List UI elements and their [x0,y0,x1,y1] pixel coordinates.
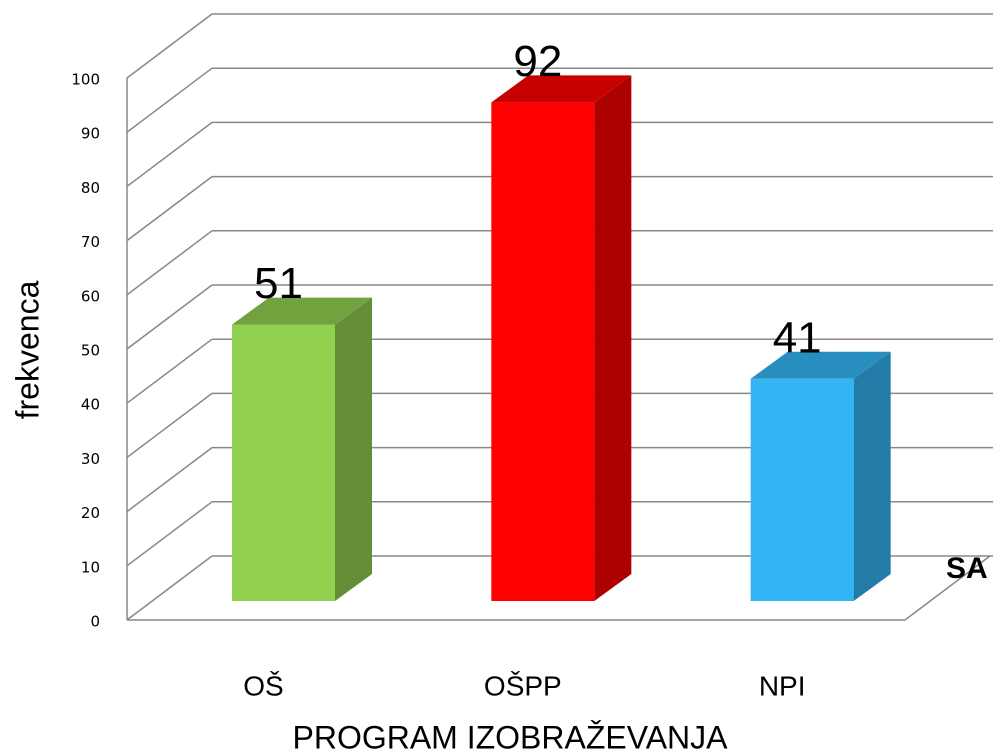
grid-line-side [126,121,213,187]
y-tick-label: 10 [81,558,100,576]
y-tick-label: 30 [81,450,100,468]
bar-side [594,75,632,602]
y-tick-label: 70 [81,233,100,251]
grid-line-side [126,447,213,513]
floor [127,555,991,621]
bar-side [335,297,372,601]
x-tick-label: NPI [759,670,806,701]
grid-line-side [126,176,213,242]
bar [750,351,891,601]
grid-line-side [126,284,213,350]
y-tick-label: 50 [81,342,100,360]
bar-side [853,351,891,601]
bar [491,75,632,602]
x-tick-label: OŠPP [484,670,562,701]
x-axis-title: PROGRAM IZOBRAŽEVANJA [292,719,728,755]
y-tick-label: 90 [81,125,100,143]
y-axis-title: frekvenca [9,280,45,419]
grid-line [126,13,993,79]
annotation: SA [946,552,988,585]
y-tick-label: 20 [81,504,100,522]
y-tick-label: 80 [81,179,100,197]
bar-front [750,378,854,601]
grid-line-side [126,392,213,458]
bar [232,297,372,601]
y-tick-label: 0 [90,613,100,631]
value-label: 92 [513,37,562,86]
bar-top [491,75,632,103]
y-tick-label: 60 [81,287,100,305]
grid-line-side [126,230,213,296]
grid-line-side [126,13,213,79]
y-tick-label: 40 [81,396,100,414]
grid-line-side [126,67,213,133]
bar-top [750,351,891,379]
grid-line-side [126,338,213,404]
bar-front [232,324,335,601]
y-tick-label: 100 [71,71,100,89]
bar-top [232,297,372,325]
value-label: 41 [773,313,822,362]
x-tick-label: OŠ [243,670,283,701]
grid-line-side [126,555,213,621]
value-label: 51 [254,259,303,308]
grid-line-side [126,501,213,567]
bar-front [491,102,595,602]
grid-line [126,67,993,133]
